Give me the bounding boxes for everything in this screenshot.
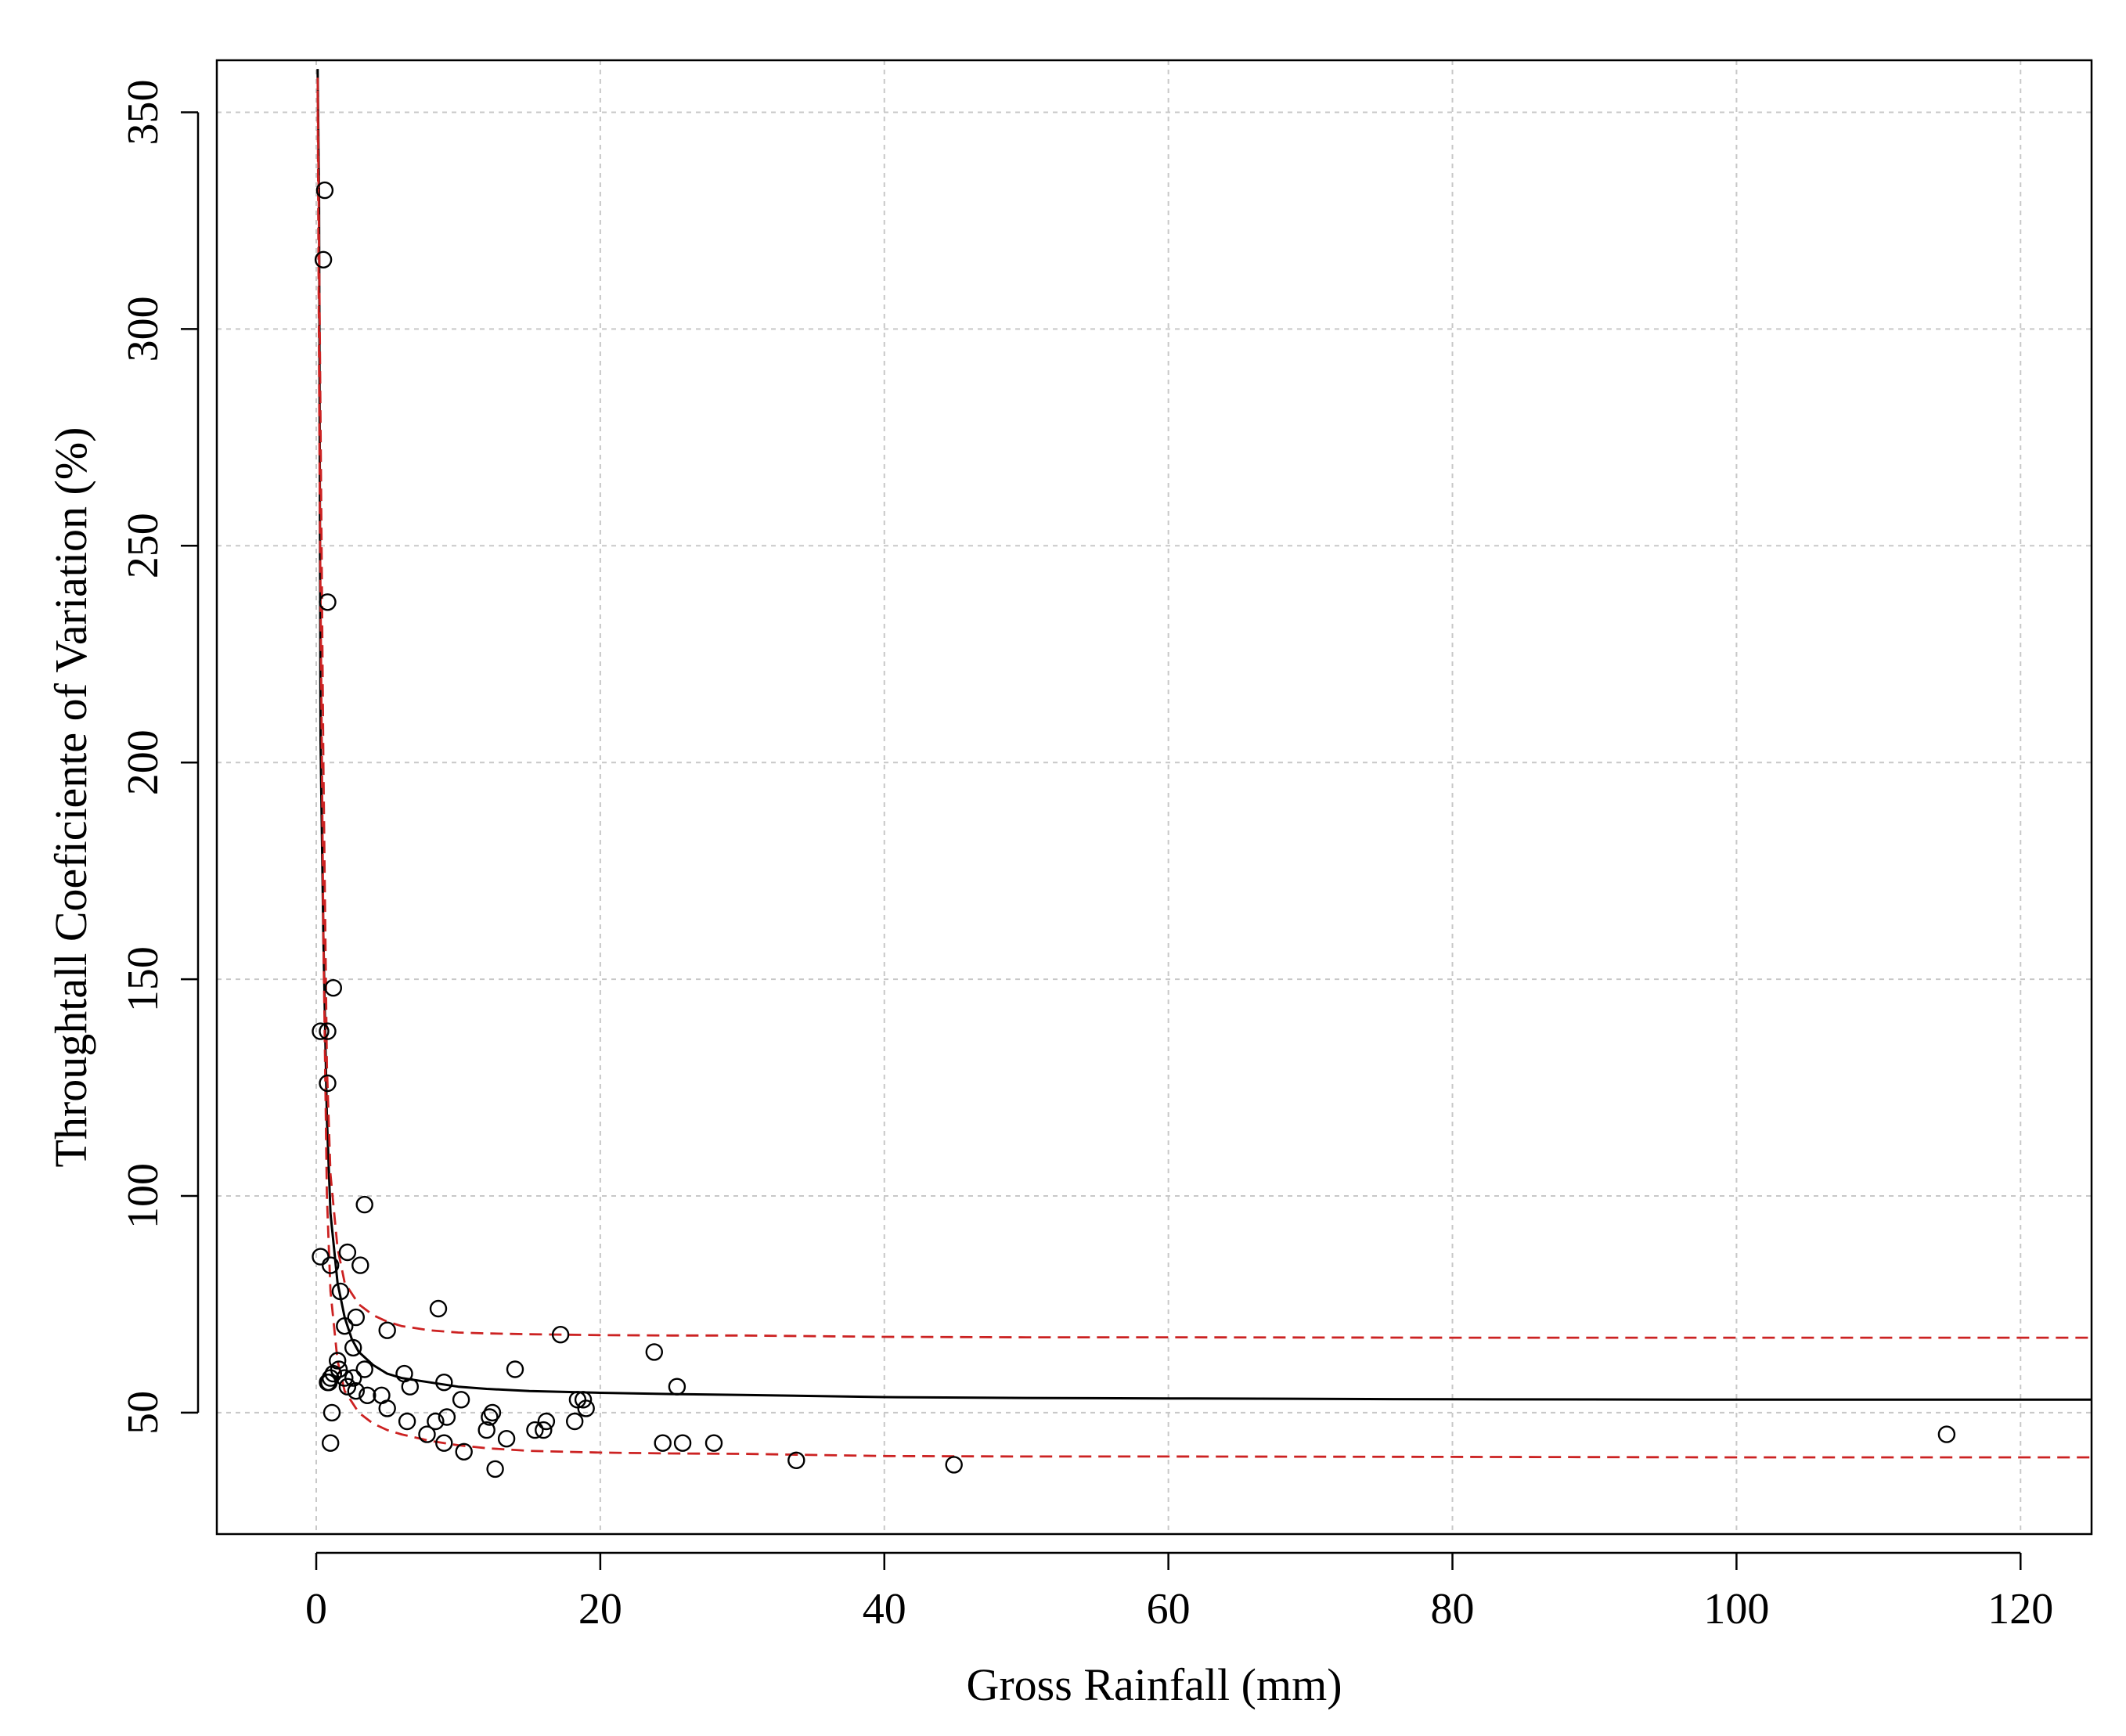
data-point: [398, 1412, 416, 1431]
data-point: [526, 1421, 544, 1439]
data-point: [483, 1403, 502, 1422]
data-point: [359, 1386, 377, 1405]
x-axis-title: Gross Rainfall (mm): [966, 1659, 1342, 1710]
data-point: [497, 1429, 516, 1448]
x-tick-label: 0: [305, 1585, 327, 1633]
data-point: [535, 1421, 553, 1439]
y-axis-title: Throughtall Coeficiente of Variation (%): [45, 427, 96, 1168]
data-point: [452, 1391, 470, 1409]
data-point: [347, 1381, 365, 1400]
data-point: [427, 1412, 445, 1431]
data-point: [314, 250, 333, 268]
data-point: [945, 1456, 963, 1474]
y-tick-label: 200: [119, 729, 168, 795]
data-point: [351, 1256, 369, 1274]
x-tick-label: 80: [1431, 1585, 1475, 1633]
data-point: [668, 1378, 686, 1396]
y-tick-label: 50: [119, 1391, 168, 1435]
data-point: [344, 1338, 362, 1357]
lower-bound-line: [316, 90, 2092, 1459]
data-point: [322, 1434, 340, 1452]
data-point: [435, 1434, 453, 1452]
data-point: [347, 1308, 365, 1327]
data-point: [355, 1195, 373, 1214]
x-axis: 0 20 40 60 80 100 120: [305, 1551, 2053, 1633]
data-point: [645, 1343, 663, 1361]
data-point: [329, 1352, 347, 1370]
data-point: [455, 1442, 473, 1461]
data-point: [319, 1074, 337, 1093]
points-layer: [312, 181, 1956, 1478]
y-tick-label: 350: [119, 79, 168, 145]
y-tick-label: 300: [119, 296, 168, 362]
upper-bound-line: [316, 77, 2092, 1339]
data-point: [551, 1325, 570, 1344]
y-tick-label: 150: [119, 946, 168, 1012]
data-point: [577, 1399, 595, 1417]
data-point: [477, 1421, 495, 1439]
data-point: [336, 1369, 354, 1387]
data-point: [438, 1408, 456, 1426]
data-point: [787, 1451, 805, 1470]
data-point: [418, 1425, 436, 1443]
data-point: [378, 1321, 396, 1339]
data-point: [506, 1360, 524, 1378]
data-point: [320, 1373, 338, 1392]
data-point: [566, 1412, 584, 1431]
x-tick-label: 40: [863, 1585, 906, 1633]
data-point: [323, 1403, 341, 1422]
data-point: [322, 1256, 340, 1274]
data-point: [319, 1022, 337, 1040]
y-tick-label: 250: [119, 513, 168, 578]
grid: [217, 60, 2092, 1534]
data-point: [355, 1360, 373, 1378]
data-point: [1937, 1425, 1956, 1443]
data-point: [537, 1412, 556, 1431]
data-point: [654, 1434, 672, 1452]
data-point: [435, 1373, 453, 1392]
data-point: [338, 1378, 357, 1396]
data-point: [315, 181, 334, 200]
data-point: [336, 1316, 354, 1335]
data-point: [324, 978, 342, 997]
data-point: [574, 1391, 593, 1409]
data-point: [401, 1378, 419, 1396]
x-tick-label: 20: [578, 1585, 622, 1633]
y-axis: 50 100 150 200 250 300 350: [119, 79, 200, 1435]
data-point: [338, 1243, 357, 1262]
data-point: [319, 593, 337, 611]
data-point: [331, 1282, 350, 1301]
x-tick-label: 120: [1987, 1585, 2053, 1633]
data-point: [673, 1434, 692, 1452]
data-point: [429, 1299, 448, 1318]
x-tick-label: 60: [1147, 1585, 1191, 1633]
data-point: [324, 1364, 342, 1383]
data-point: [481, 1408, 499, 1426]
data-point: [344, 1369, 362, 1387]
y-tick-label: 100: [119, 1163, 168, 1229]
data-point: [486, 1460, 504, 1478]
data-point: [704, 1434, 723, 1452]
data-point: [312, 1022, 330, 1040]
data-point: [378, 1399, 396, 1417]
x-tick-label: 100: [1703, 1585, 1769, 1633]
data-point: [312, 1248, 330, 1266]
plot-frame: [215, 59, 2093, 1536]
